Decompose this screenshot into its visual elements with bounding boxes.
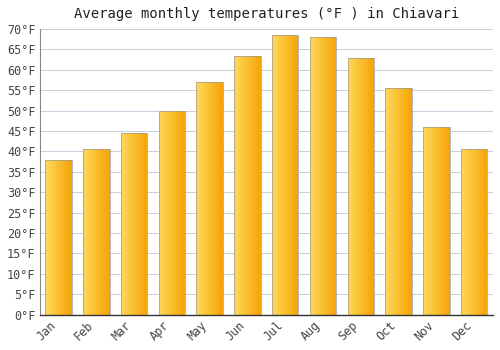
Bar	[423, 127, 450, 315]
Bar	[272, 35, 298, 315]
Bar	[121, 133, 148, 315]
Bar	[234, 56, 260, 315]
Title: Average monthly temperatures (°F ) in Chiavari: Average monthly temperatures (°F ) in Ch…	[74, 7, 459, 21]
Bar	[461, 149, 487, 315]
Bar	[310, 37, 336, 315]
Bar	[46, 160, 72, 315]
Bar	[158, 111, 185, 315]
Bar	[386, 88, 412, 315]
Bar	[83, 149, 110, 315]
Bar	[196, 82, 223, 315]
Bar	[348, 58, 374, 315]
